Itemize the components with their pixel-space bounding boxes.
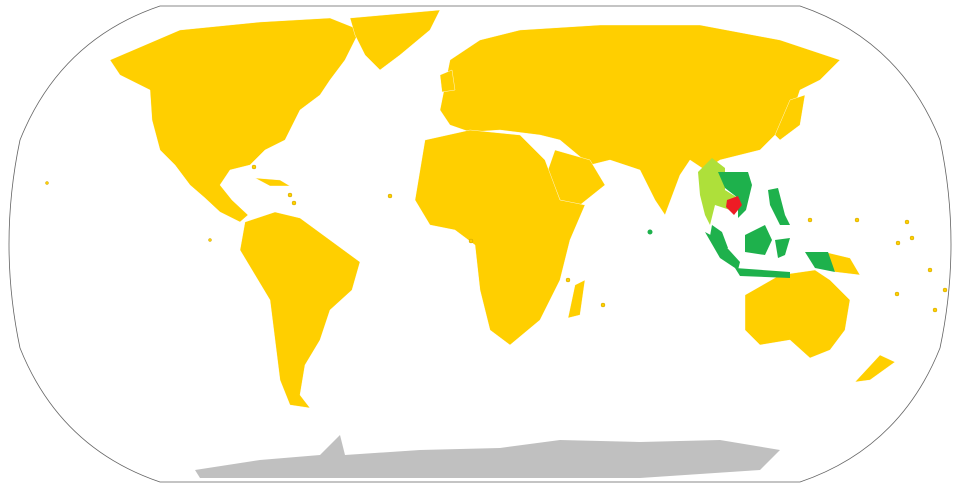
full-group-sumatra [705,232,740,270]
full-group-peninsula [710,225,728,250]
eurasia [439,24,841,216]
madagascar [567,279,586,319]
uk [439,69,456,93]
japan [774,94,806,141]
caribbean [254,177,291,187]
full-group-mainland [718,172,752,218]
full-group-java [735,268,790,278]
antarctica [195,435,780,478]
australia [744,269,851,359]
full-group-papua [805,252,835,272]
full-group-island-dot [647,229,653,235]
south-america [239,211,361,409]
island-dots [45,164,948,313]
full-group-sulawesi [775,238,790,258]
highlight-country [726,196,742,215]
greenland [349,9,441,71]
full-group-philippines [768,188,790,225]
africa [414,129,586,346]
land-layer [45,9,948,478]
full-group-borneo [745,225,772,255]
new-zealand [854,354,896,383]
